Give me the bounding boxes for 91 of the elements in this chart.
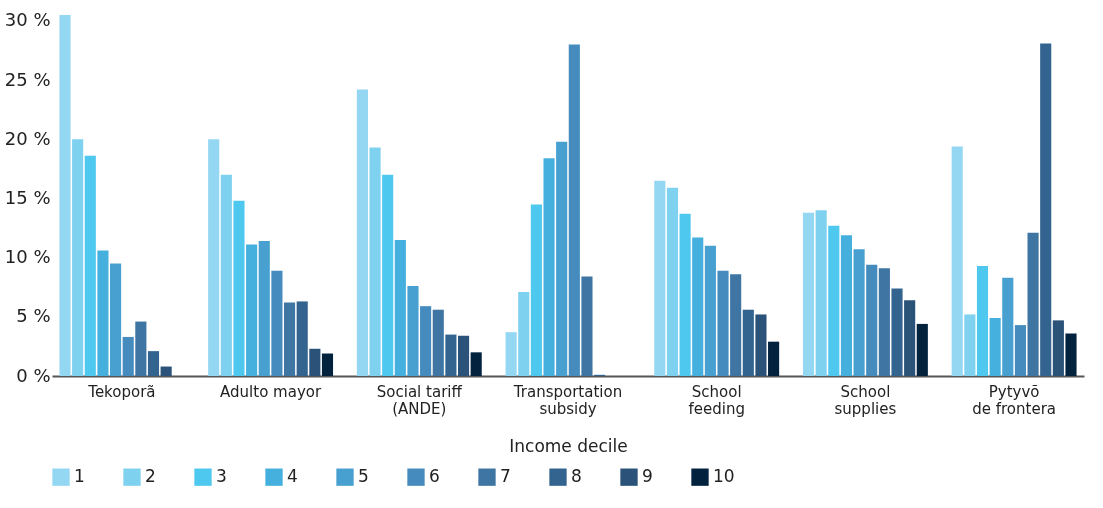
bar bbox=[742, 309, 754, 376]
y-tick-label: 30 % bbox=[4, 9, 51, 31]
bar bbox=[84, 155, 96, 376]
bar bbox=[97, 250, 109, 376]
bar bbox=[815, 210, 827, 376]
bar bbox=[964, 314, 976, 376]
x-tick-label: Adulto mayor bbox=[220, 382, 322, 401]
bar bbox=[356, 89, 368, 376]
bar bbox=[853, 249, 865, 376]
bar bbox=[220, 174, 232, 376]
bar bbox=[989, 318, 1001, 376]
bar bbox=[246, 244, 258, 376]
bar bbox=[951, 146, 963, 376]
legend-label: 2 bbox=[145, 466, 156, 487]
bar bbox=[407, 286, 419, 376]
y-tick-label: 5 % bbox=[16, 305, 51, 327]
y-tick-label: 0 % bbox=[16, 364, 51, 386]
x-tick-label: School feeding bbox=[688, 382, 745, 418]
legend-label: 9 bbox=[642, 466, 653, 487]
bar bbox=[457, 335, 470, 376]
bar bbox=[768, 341, 780, 376]
x-tick-label: School supplies bbox=[834, 382, 897, 418]
bar bbox=[1065, 333, 1077, 376]
bar bbox=[1014, 325, 1026, 376]
bar bbox=[110, 263, 122, 376]
legend-label: 10 bbox=[713, 466, 735, 487]
bar bbox=[135, 321, 147, 376]
bar bbox=[530, 204, 542, 376]
legend-label: 8 bbox=[571, 466, 582, 487]
bar bbox=[382, 174, 394, 376]
bar bbox=[828, 225, 840, 376]
legend-label: 5 bbox=[358, 466, 369, 487]
legend-label: 7 bbox=[500, 466, 511, 487]
x-axis-title: Income decile bbox=[509, 435, 628, 456]
y-tick-label: 20 % bbox=[4, 127, 51, 149]
bar bbox=[866, 264, 878, 376]
bar bbox=[904, 300, 916, 376]
bar bbox=[1052, 320, 1064, 376]
bar bbox=[654, 180, 666, 376]
bar bbox=[976, 265, 989, 376]
x-tick-label: Social tariff (ANDE) bbox=[376, 382, 463, 418]
bar bbox=[59, 15, 71, 376]
bar bbox=[1002, 277, 1014, 376]
bar bbox=[420, 306, 432, 376]
bar bbox=[208, 139, 220, 376]
bar bbox=[369, 147, 381, 376]
x-tick-label: Transportation subsidy bbox=[512, 382, 623, 418]
bar bbox=[233, 200, 245, 376]
bar bbox=[891, 288, 903, 376]
bar bbox=[704, 245, 716, 376]
bar bbox=[878, 268, 890, 376]
bar bbox=[432, 309, 444, 376]
bar bbox=[296, 301, 308, 376]
x-tick-label: Tekoporã bbox=[87, 382, 156, 401]
legend-label: 4 bbox=[287, 466, 298, 487]
bar bbox=[1040, 43, 1052, 376]
bar bbox=[284, 302, 296, 376]
bar bbox=[581, 276, 593, 376]
legend-label: 1 bbox=[74, 466, 85, 487]
legend-label: 6 bbox=[429, 466, 440, 487]
bar bbox=[470, 352, 482, 376]
bar bbox=[147, 351, 160, 376]
bar bbox=[916, 323, 928, 376]
bar bbox=[160, 366, 172, 376]
y-tick-label: 25 % bbox=[4, 68, 51, 90]
bar bbox=[445, 334, 457, 376]
bar bbox=[666, 187, 679, 376]
bar bbox=[717, 270, 729, 376]
y-tick-label: 10 % bbox=[4, 246, 51, 268]
y-tick-label: 15 % bbox=[4, 186, 51, 208]
bar bbox=[1027, 232, 1039, 376]
bar bbox=[692, 237, 704, 376]
bar bbox=[755, 314, 767, 376]
bar bbox=[271, 270, 283, 376]
bar bbox=[679, 213, 691, 376]
bar bbox=[556, 141, 568, 376]
bar bbox=[394, 239, 406, 376]
bar bbox=[122, 336, 134, 376]
legend-label: 3 bbox=[216, 466, 227, 487]
bar bbox=[72, 139, 84, 376]
bar bbox=[505, 332, 517, 376]
bar bbox=[518, 291, 530, 376]
bar bbox=[321, 353, 334, 376]
bar bbox=[568, 44, 580, 376]
bar bbox=[258, 241, 270, 376]
bar bbox=[802, 212, 815, 376]
bar bbox=[309, 348, 321, 376]
bar bbox=[543, 158, 555, 376]
x-tick-label: Pytyvõ de frontera bbox=[972, 382, 1057, 418]
bar bbox=[840, 235, 852, 376]
bar bbox=[730, 274, 742, 376]
